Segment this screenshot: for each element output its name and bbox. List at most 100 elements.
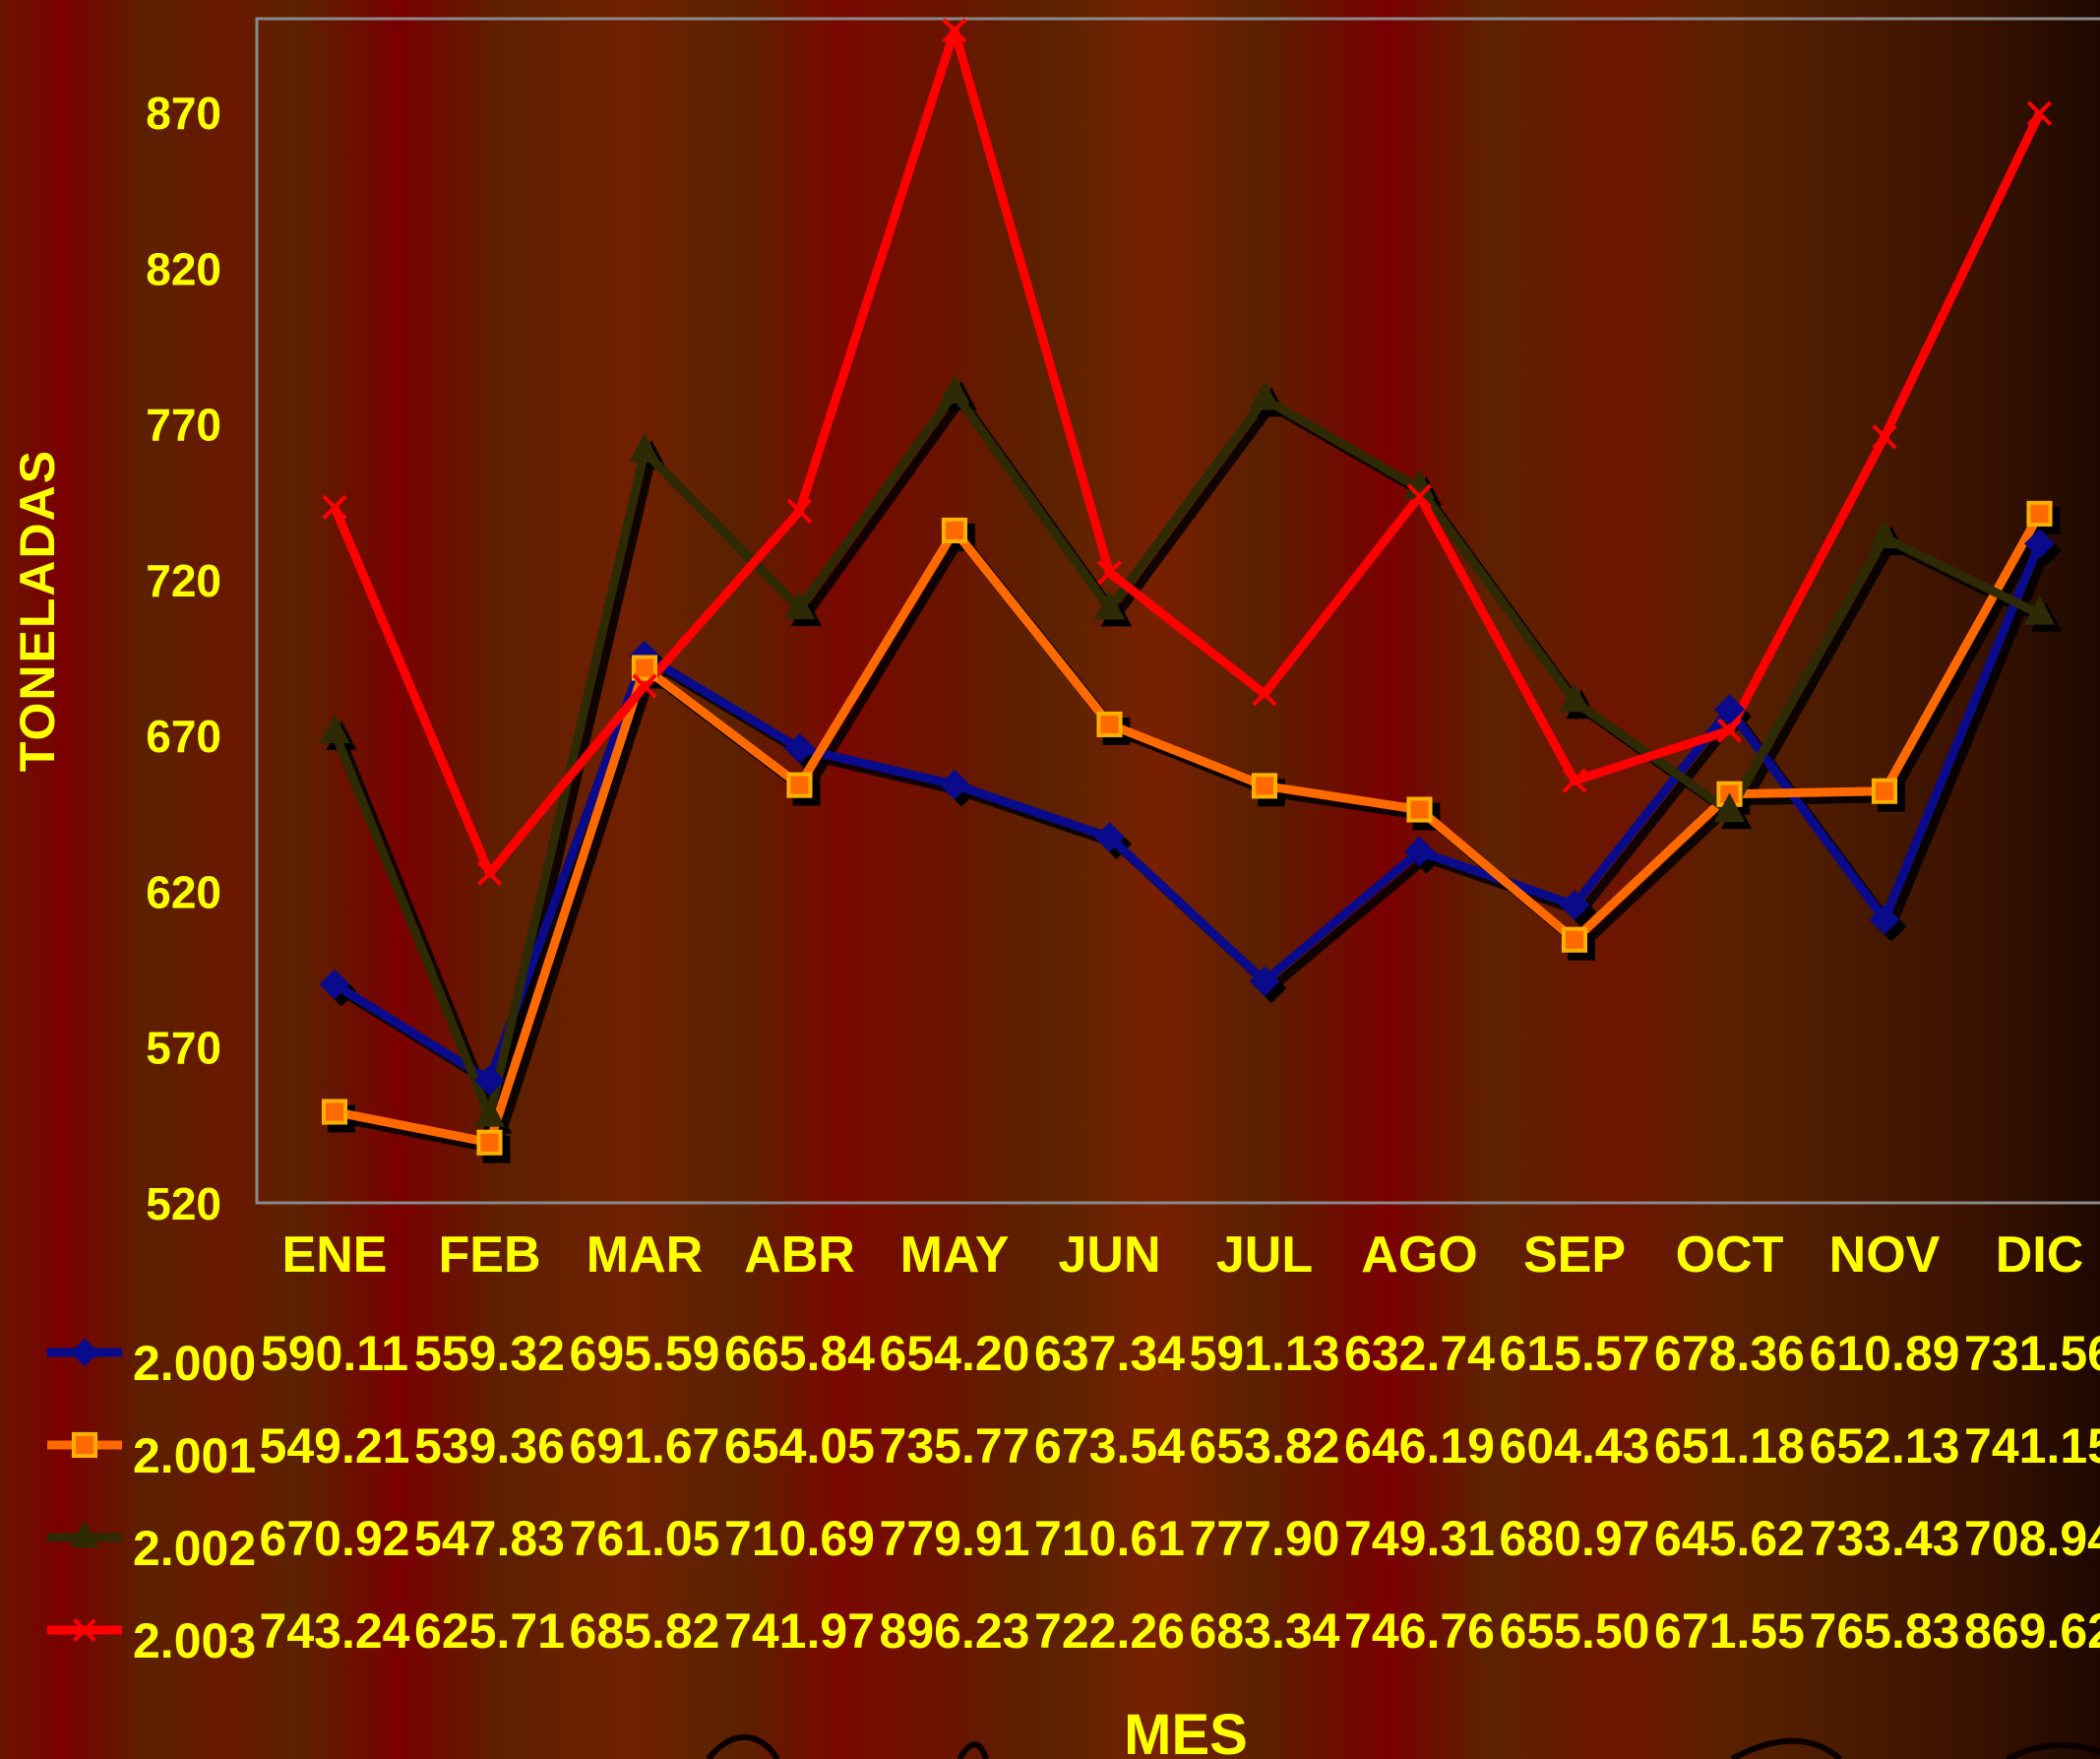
data-table-cell: 615.57 [1500,1326,1650,1381]
series-2.002-point-DIC [2023,595,2056,625]
data-table: 2.000 590.11 559.32 695.59 665.84 654.20 637.3… [47,1326,2100,1668]
data-table-cell: 710.69 [724,1511,875,1566]
data-table-cell: 779.91 [880,1511,1030,1566]
series-2.003-point-DIC [2026,100,2053,126]
legend-key-marker [70,1520,99,1548]
x-tick-label: MAY [900,1226,1010,1284]
data-table-row-2.001: 2.001 549.21 539.36 691.67 654.05 735.77 673.5… [47,1418,2100,1483]
data-table-cell: 591.13 [1190,1326,1340,1381]
series-2.002-point-SEP [1559,682,1590,713]
data-table-cell: 559.32 [414,1326,565,1381]
series-2.000-point-JUN [1094,822,1125,852]
data-table-cell: 731.56 [1964,1326,2100,1381]
legend-key-marker [71,1431,98,1459]
data-table-cell: 651.18 [1654,1418,1805,1474]
decor-curve [2006,1741,2100,1759]
data-table-cell: 733.43 [1810,1511,1960,1566]
x-marker-stroke [632,673,657,699]
data-table-cell: 695.59 [570,1326,720,1381]
y-axis-title: TONELADAS [10,449,65,772]
series-2.001-point-AGO [1406,796,1433,823]
series-2.000-point-SEP [1559,890,1590,920]
series-2.001-point-NOV [1871,778,1898,804]
series-2.000-point-AGO [1404,836,1435,867]
series-2.000-point-OCT [1714,694,1745,725]
data-table-cell: 547.83 [414,1511,565,1566]
decor-curve [1730,1737,1843,1759]
legend-series-name: 2.000 [133,1336,256,1391]
data-table-cell: 869.62 [1964,1603,2100,1659]
y-tick-label: 520 [146,1178,221,1229]
x-tick-label: ENE [282,1226,388,1284]
x-tick-label: FEB [439,1226,541,1284]
y-axis: 520 570 620 670 720 770 820 870 [146,88,221,1229]
x-tick-label: DIC [1996,1226,2084,1284]
data-table-row-2.002: 2.002 670.92 547.83 761.05 710.69 779.91 710.6… [47,1511,2100,1576]
data-table-cell: 761.05 [570,1511,720,1566]
series-2.001-point-ABR [786,772,813,798]
x-marker-stroke [942,18,967,43]
series-2.003-point-ABR [786,498,813,524]
series-2.003-point-OCT [1716,718,1743,743]
background-decoration [706,1733,2100,1759]
data-table-cell: 683.34 [1190,1603,1340,1659]
series-2.003-point-ENE [322,494,347,520]
legend-series-name: 2.001 [133,1428,256,1483]
series-2.002-point-OCT [1713,792,1746,823]
data-table-cell: 665.84 [724,1326,875,1381]
series-2.000-point-FEB [474,1065,505,1096]
plot-area [255,17,2100,1205]
x-marker-stroke [1562,768,1587,793]
series-2.000-point-ENE [319,969,350,1000]
data-table-row-2.003: 2.003 743.24 625.71 685.82 741.97 896.23 722.2… [47,1603,2100,1668]
x-tick-label: OCT [1676,1226,1784,1284]
data-table-cell: 671.55 [1654,1603,1805,1659]
data-table-cell: 708.94 [1964,1511,2100,1566]
series-2.000-point-MAY [939,769,970,800]
data-table-cell: 652.13 [1810,1418,1960,1474]
series-markers [319,18,2056,1156]
legend-series-name: 2.003 [133,1613,256,1668]
x-marker-stroke [786,498,813,524]
series-2.002-line [330,388,2042,1121]
data-table-cell: 625.71 [414,1603,565,1659]
data-table-cell: 743.24 [260,1603,410,1659]
data-table-cell: 654.20 [880,1326,1030,1381]
data-table-cell: 604.43 [1500,1418,1650,1474]
x-tick-label: JUN [1058,1226,1160,1284]
y-tick-label: 820 [146,243,221,294]
data-table-cell: 637.34 [1034,1326,1185,1381]
data-table-cell: 610.89 [1810,1326,1960,1381]
series-2.003-point-JUN [1096,560,1123,586]
x-tick-label: AGO [1361,1226,1477,1284]
x-marker-stroke [1096,560,1123,586]
series-2.002-point-FEB [473,1097,506,1127]
data-table-cell: 678.36 [1654,1326,1805,1381]
y-tick-label: 720 [146,555,221,606]
series-2.000-point-DIC [2024,528,2055,559]
series-2.002-point-MAY [939,374,970,404]
series-lines [330,26,2044,1148]
data-table-cell: 722.26 [1034,1603,1185,1659]
x-marker-stroke [2026,100,2053,126]
y-tick-label: 670 [146,711,221,762]
series-2.003-point-NOV [1872,424,1897,450]
data-table-cell: 673.54 [1034,1418,1185,1474]
data-table-cell: 655.50 [1500,1603,1650,1659]
series-2.001-point-MAR [631,655,658,681]
data-table-cell: 670.92 [260,1511,410,1566]
series-2.001-point-JUL [1251,773,1278,799]
series-2.002-point-ABR [783,590,816,620]
y-tick-label: 870 [146,88,221,139]
data-table-cell: 646.19 [1344,1418,1495,1474]
x-axis-title: MES [1124,1703,1248,1759]
x-marker-stroke [322,494,347,520]
x-tick-label: ABR [744,1226,855,1284]
x-marker-stroke [1252,681,1277,707]
decor-curve [957,1741,989,1759]
legend-key-marker [73,1618,96,1642]
x-tick-label: NOV [1829,1226,1941,1284]
